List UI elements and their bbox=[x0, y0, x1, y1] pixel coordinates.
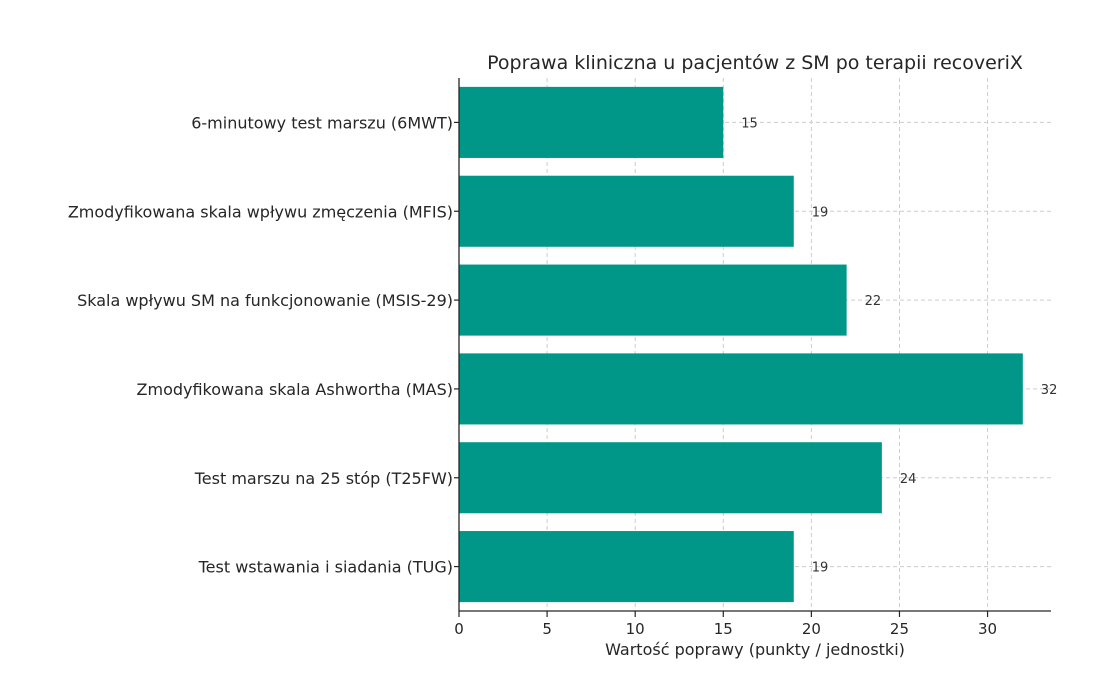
bar-2 bbox=[459, 264, 847, 336]
category-label-2: Skala wpływu SM na funkcjonowanie (MSIS-… bbox=[77, 291, 453, 310]
category-label-1: Zmodyfikowana skala wpływu zmęczenia (MF… bbox=[68, 202, 453, 221]
x-axis-title: Wartość poprawy (punkty / jednostki) bbox=[605, 640, 905, 659]
x-tick-label-25: 25 bbox=[890, 620, 909, 638]
axis-layer bbox=[454, 78, 1051, 617]
x-tick-label-10: 10 bbox=[626, 620, 645, 638]
bar-5 bbox=[459, 531, 794, 603]
x-tick-label-0: 0 bbox=[454, 620, 464, 638]
value-label-4: 24 bbox=[900, 472, 917, 487]
value-label-5: 19 bbox=[812, 561, 829, 576]
value-label-2: 22 bbox=[865, 294, 882, 309]
value-label-1: 19 bbox=[812, 205, 829, 220]
category-label-0: 6-minutowy test marszu (6MWT) bbox=[191, 113, 453, 132]
x-tick-label-5: 5 bbox=[542, 620, 552, 638]
chart-title: Poprawa kliniczna u pacjentów z SM po te… bbox=[487, 52, 1023, 74]
value-label-0: 15 bbox=[741, 116, 758, 131]
category-label-3: Zmodyfikowana skala Ashwortha (MAS) bbox=[137, 380, 453, 399]
label-layer: 15 6-minutowy test marszu (6MWT) 19 Zmodyfi… bbox=[68, 113, 1058, 638]
x-tick-label-20: 20 bbox=[802, 620, 821, 638]
category-label-4: Test marszu na 25 stóp (T25FW) bbox=[194, 469, 453, 488]
bar-0 bbox=[459, 86, 724, 158]
category-label-5: Test wstawania i siadania (TUG) bbox=[198, 558, 453, 577]
x-tick-label-30: 30 bbox=[978, 620, 997, 638]
x-tick-label-15: 15 bbox=[714, 620, 733, 638]
bar-layer bbox=[459, 86, 1023, 603]
bar-4 bbox=[459, 442, 882, 514]
bar-3 bbox=[459, 353, 1023, 425]
bar-1 bbox=[459, 175, 794, 247]
value-label-3: 32 bbox=[1041, 383, 1058, 398]
